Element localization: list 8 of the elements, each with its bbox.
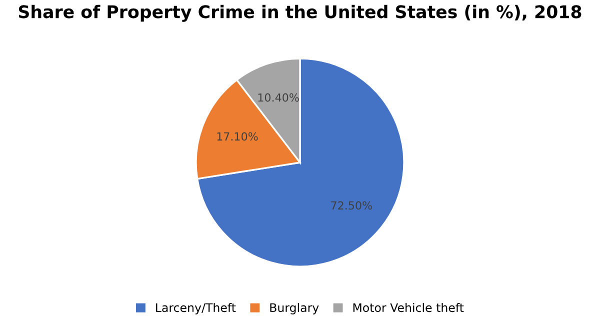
pie-slice: [196, 58, 405, 268]
data-label: 17.10%: [217, 132, 258, 141]
legend-label: Larceny/Theft: [156, 302, 236, 314]
data-label: 10.40%: [258, 93, 299, 102]
chart-title: Share of Property Crime in the United States (in %), 2018: [18, 4, 582, 22]
data-label: 72.50%: [331, 201, 372, 210]
legend-label: Burglary: [270, 302, 319, 314]
legend-label: Motor Vehicle theft: [353, 302, 464, 312]
